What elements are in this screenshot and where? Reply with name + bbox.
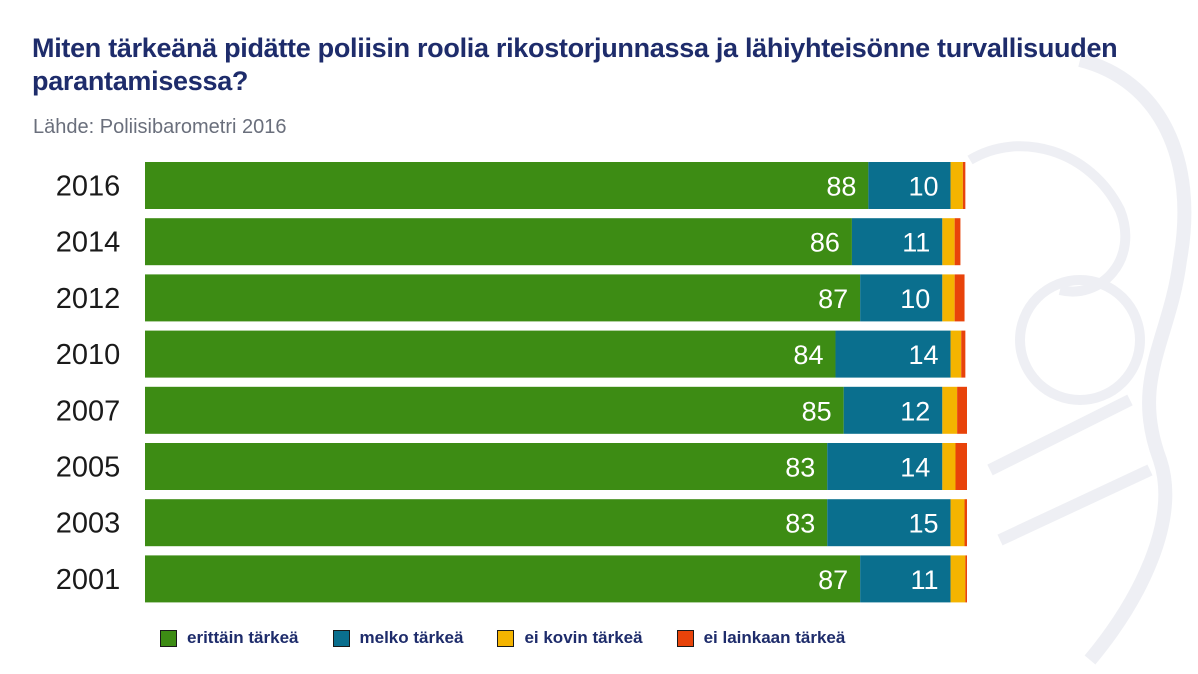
- bar-segment-2014-s0: [145, 218, 852, 266]
- data-label-2007-s0: 85: [802, 396, 832, 426]
- bar-segment-2010-s1: [835, 330, 951, 378]
- bar-segment-2016-s2: [950, 162, 963, 209]
- category-label-2016: 2016: [56, 171, 121, 203]
- data-label-2005-s1: 14: [900, 453, 930, 483]
- data-label-2003-s1: 15: [909, 509, 939, 539]
- legend-swatch-lainkaan: [676, 629, 694, 647]
- bar-segment-2003-s0: [145, 499, 828, 547]
- bar-segment-2005-s3: [955, 443, 967, 490]
- legend-item: ei lainkaan tärkeä: [676, 628, 846, 648]
- bar-segment-2012-s2: [942, 274, 955, 322]
- bar-segment-2014-s3: [954, 218, 961, 266]
- chart-title: Miten tärkeänä pidätte poliisin roolia r…: [32, 33, 1118, 96]
- bar-segment-2001-s1: [860, 555, 951, 603]
- chart-source: Lähde: Poliisibarometri 2016: [33, 116, 287, 138]
- legend-label: erittäin tärkeä: [187, 628, 299, 647]
- legend-item: erittäin tärkeä: [160, 628, 299, 648]
- bar-segment-2007-s3: [957, 386, 967, 434]
- data-label-2012-s0: 87: [818, 284, 848, 314]
- bar-segment-2010-s0: [145, 330, 836, 378]
- data-label-2007-s1: 12: [900, 396, 930, 426]
- bar-segment-2005-s0: [145, 443, 828, 490]
- bar-segment-2005-s1: [827, 443, 943, 490]
- bar-segment-2012-s0: [145, 274, 861, 322]
- crest-watermark-icon: [967, 53, 1192, 665]
- data-label-2016-s1: 10: [909, 172, 939, 202]
- bar-segment-2001-s0: [145, 555, 861, 603]
- bar-segment-2016-s1: [868, 162, 951, 209]
- legend-item: melko tärkeä: [332, 628, 464, 648]
- data-label-2010-s1: 14: [909, 340, 939, 370]
- legend-label: ei lainkaan tärkeä: [703, 628, 846, 647]
- category-label-2003: 2003: [56, 508, 121, 540]
- legend-item: ei kovin tärkeä: [497, 628, 643, 648]
- bar-segment-2001-s2: [950, 555, 966, 603]
- category-label-2014: 2014: [56, 227, 121, 259]
- bar-segment-2005-s2: [942, 443, 956, 490]
- category-label-2001: 2001: [56, 564, 121, 596]
- bar-segment-2007-s1: [843, 386, 943, 434]
- legend-label: melko tärkeä: [359, 628, 464, 647]
- data-label-2012-s1: 10: [900, 284, 930, 314]
- data-label-2014-s0: 86: [810, 228, 840, 258]
- legend-label: ei kovin tärkeä: [524, 628, 643, 647]
- data-label-2010-s0: 84: [793, 340, 823, 370]
- category-label-2010: 2010: [56, 339, 121, 371]
- bar-segment-2012-s1: [860, 274, 943, 322]
- bar-segment-2003-s3: [964, 499, 967, 547]
- category-label-2005: 2005: [56, 452, 121, 484]
- data-label-2001-s1: 11: [911, 565, 939, 595]
- bar-segment-2014-s2: [942, 218, 955, 266]
- data-label-2003-s0: 83: [785, 509, 815, 539]
- legend-swatch-erittain: [160, 629, 177, 647]
- bar-segment-2014-s1: [851, 218, 943, 266]
- chart-legend: erittäin tärkeä melko tärkeä ei kovin tä…: [160, 624, 845, 652]
- bar-segment-2012-s3: [954, 274, 965, 322]
- bar-segment-2007-s2: [942, 386, 958, 434]
- bar-segment-2016-s3: [962, 162, 966, 209]
- bar-segment-2007-s0: [145, 386, 844, 434]
- legend-swatch-melko: [332, 629, 350, 647]
- category-label-2012: 2012: [56, 283, 121, 315]
- bar-segment-2016-s0: [145, 162, 869, 209]
- bar-segment-2003-s2: [950, 499, 965, 547]
- bar-segment-2010-s3: [961, 330, 966, 378]
- data-label-2016-s0: 88: [826, 172, 856, 202]
- data-label-2014-s1: 11: [902, 228, 930, 258]
- bar-segment-2001-s3: [965, 555, 967, 603]
- bar-segment-2003-s1: [827, 499, 951, 547]
- data-label-2001-s0: 87: [818, 565, 848, 595]
- legend-swatch-kovin: [497, 629, 515, 647]
- bar-segment-2010-s2: [950, 330, 962, 378]
- category-label-2007: 2007: [56, 395, 121, 427]
- data-label-2005-s0: 83: [785, 453, 815, 483]
